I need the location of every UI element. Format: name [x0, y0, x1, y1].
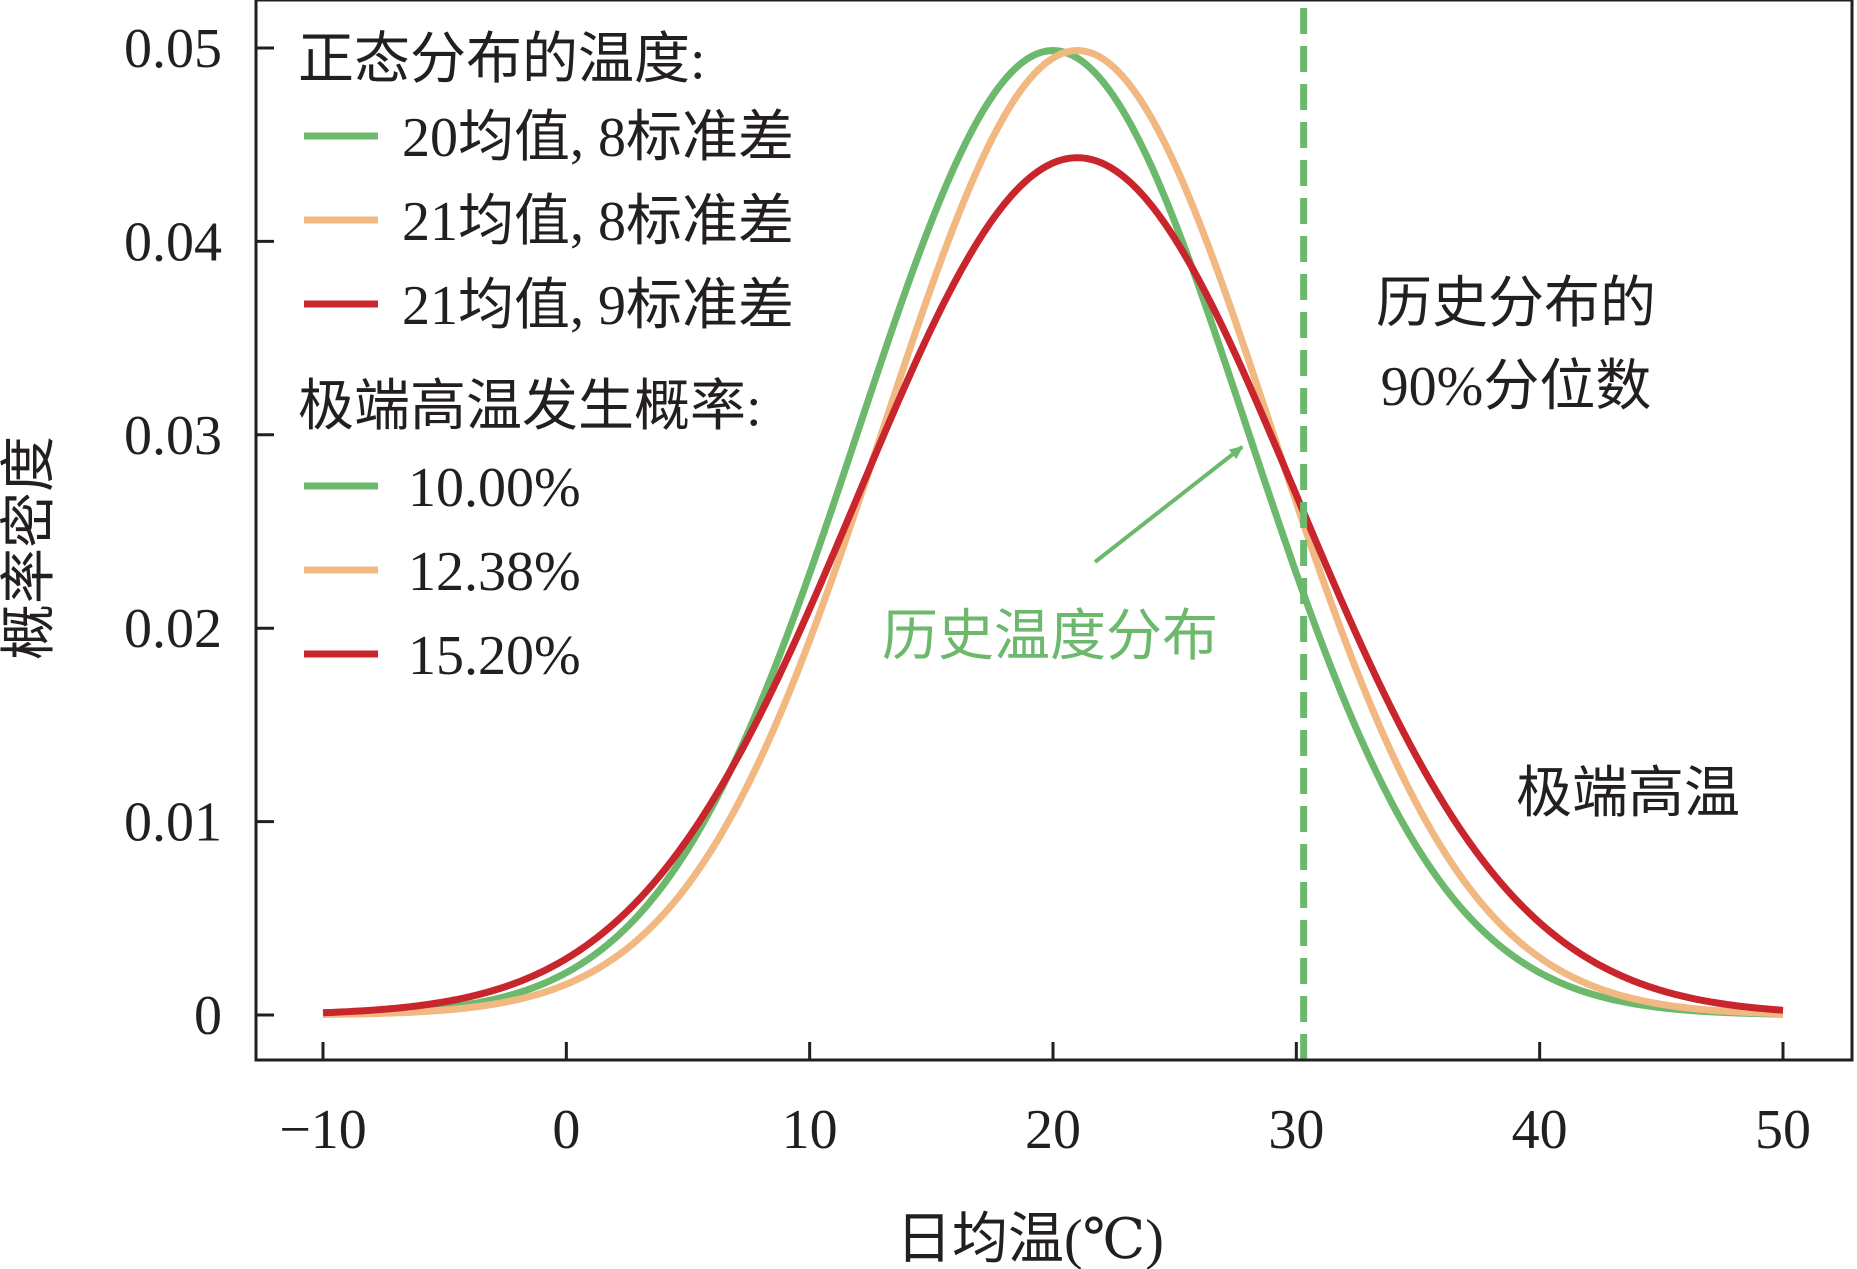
legend-entry-label: 21均值, 8标准差 — [402, 191, 794, 253]
y-axis: 0 0.01 0.02 0.03 0.04 0.05 — [124, 18, 274, 1047]
x-tick-label: −10 — [279, 1099, 367, 1161]
threshold-label-line2: 90%分位数 — [1381, 356, 1652, 418]
y-tick-label: 0.02 — [124, 598, 222, 660]
y-tick-label: 0.03 — [124, 405, 222, 467]
legend-distribution-items: 20均值, 8标准差 21均值, 8标准差 21均值, 9标准差 — [304, 107, 794, 337]
legend-probability-label: 12.38% — [408, 541, 581, 603]
legend-probability-label: 15.20% — [408, 625, 581, 687]
x-tick-label: 10 — [782, 1099, 838, 1161]
series-line-3 — [321, 154, 1785, 1017]
legend-entry-label: 21均值, 9标准差 — [402, 275, 794, 337]
extreme-heat-label: 极端高温 — [1516, 763, 1740, 825]
y-tick-label: 0.01 — [124, 792, 222, 854]
x-axis-label: 日均温(℃) — [896, 1209, 1164, 1269]
legend-probability-label: 10.00% — [408, 457, 581, 519]
threshold-label-line1: 历史分布的 — [1376, 273, 1656, 335]
x-tick-label: 50 — [1755, 1099, 1811, 1161]
y-tick-label: 0.04 — [124, 211, 222, 273]
x-axis: −10 0 10 20 30 40 50 — [279, 1042, 1811, 1161]
series-line-2 — [321, 47, 1785, 1018]
y-tick-label: 0 — [194, 985, 222, 1047]
y-tick-label: 0.05 — [124, 18, 222, 80]
historical-distribution-arrow — [1093, 445, 1244, 564]
y-axis-label: 概率密度 — [0, 436, 61, 660]
x-tick-label: 40 — [1512, 1099, 1568, 1161]
legend-title-distribution: 正态分布的温度: — [298, 29, 706, 91]
legend-title-probability: 极端高温发生概率: — [298, 376, 762, 438]
historical-distribution-label: 历史温度分布 — [882, 606, 1218, 668]
legend-entry-label: 20均值, 8标准差 — [402, 107, 794, 169]
x-tick-label: 30 — [1268, 1099, 1324, 1161]
series-line-1 — [321, 47, 1785, 1018]
x-tick-label: 20 — [1025, 1099, 1081, 1161]
series-curves — [321, 47, 1785, 1018]
legend-probability-items: 10.00% 12.38% 15.20% — [304, 457, 581, 687]
x-tick-label: 0 — [552, 1099, 580, 1161]
